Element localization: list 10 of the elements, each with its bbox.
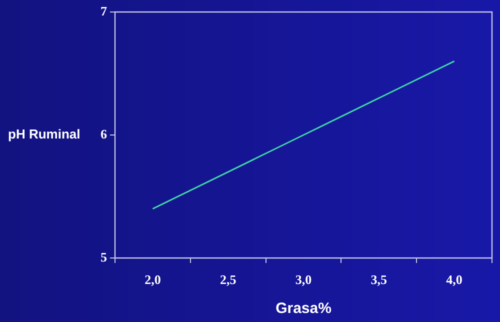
y-tick-label: 5 (100, 249, 108, 264)
x-tick-label: 4,0 (446, 272, 462, 288)
x-tick-label: 3,5 (370, 272, 388, 288)
x-tick-label: 2,0 (144, 272, 161, 288)
x-axis-title: Grasa% (276, 300, 332, 318)
x-tick-label: 3,0 (295, 272, 312, 288)
y-tick-label: 6 (100, 126, 108, 142)
y-axis-title: pH Ruminal (8, 126, 80, 142)
x-tick-label: 2,5 (220, 272, 237, 288)
y-tick-label: 7 (100, 3, 108, 18)
